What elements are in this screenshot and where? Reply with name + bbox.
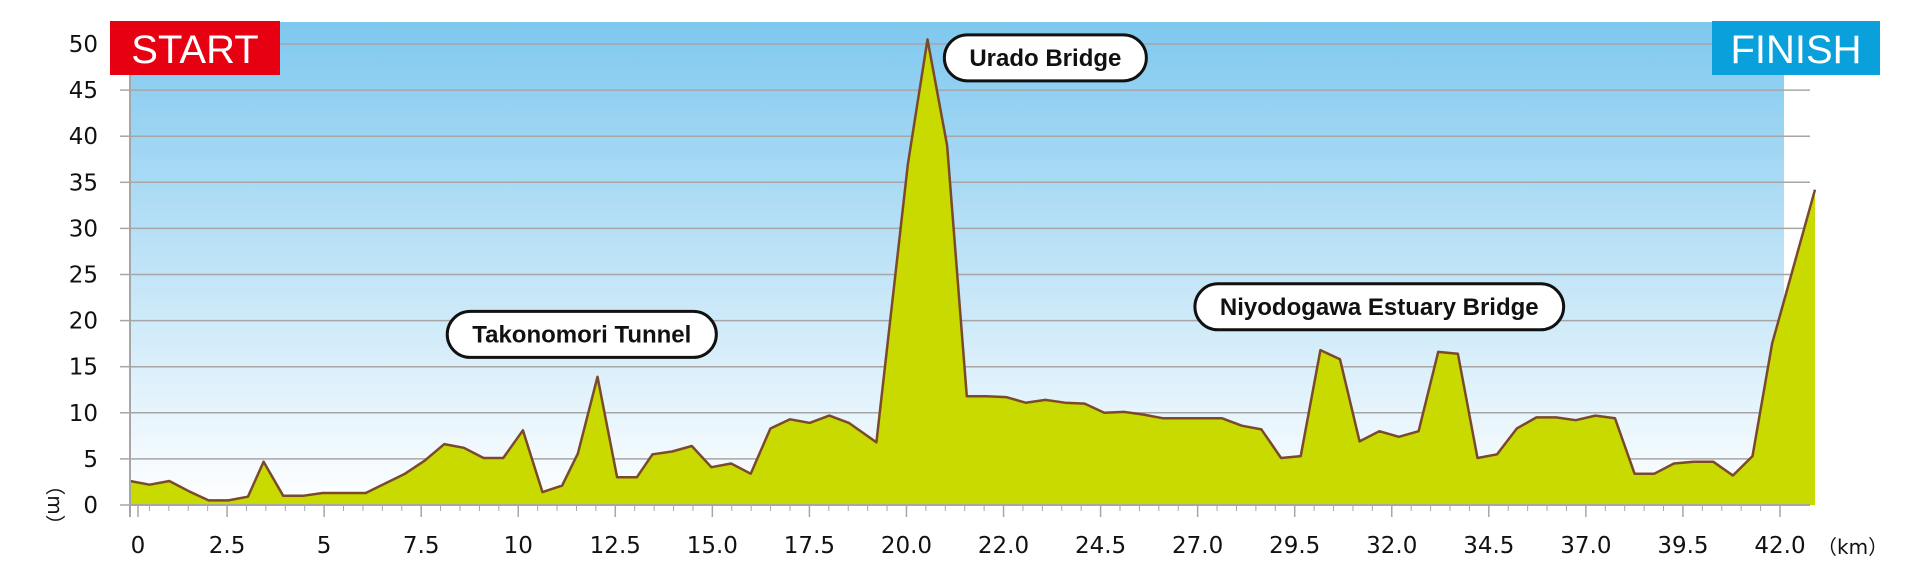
x-tick-label: 0 (131, 533, 146, 559)
x-tick-label: 32.0 (1366, 533, 1417, 559)
y-tick-label: 20 (69, 309, 98, 335)
y-tick-label: 30 (69, 216, 98, 242)
start-badge: START (110, 21, 280, 75)
x-tick-label: 24.5 (1075, 533, 1126, 559)
x-tick-label: 20.0 (881, 533, 932, 559)
x-tick-label: 29.5 (1269, 533, 1320, 559)
y-tick-label: 40 (69, 124, 98, 150)
y-unit-label: （m） (43, 475, 67, 534)
y-tick-label: 25 (69, 263, 98, 289)
x-tick-label: 2.5 (209, 533, 246, 559)
annotation-label: Niyodogawa Estuary Bridge (1220, 294, 1539, 321)
y-tick-label: 45 (69, 78, 98, 104)
x-tick-label: 34.5 (1463, 533, 1514, 559)
annotation-callout: Niyodogawa Estuary Bridge (1193, 282, 1566, 332)
annotation-label: Takonomori Tunnel (472, 321, 691, 348)
elevation-area (130, 39, 1815, 506)
annotation-callout: Urado Bridge (942, 33, 1148, 83)
x-tick-label: 15.0 (687, 533, 738, 559)
x-tick-label: 7.5 (403, 533, 440, 559)
x-tick-label: 39.5 (1657, 533, 1708, 559)
x-tick-label: 12.5 (590, 533, 641, 559)
callout-box (445, 309, 718, 359)
finish-label: FINISH (1730, 28, 1861, 72)
x-tick-label: 42.0 (1754, 533, 1805, 559)
x-tick-label: 27.0 (1172, 533, 1223, 559)
finish-badge: FINISH (1712, 21, 1880, 75)
y-tick-label: 5 (83, 447, 98, 473)
annotation-label: Urado Bridge (969, 45, 1121, 72)
annotations: Takonomori Tunnel Urado Bridge Niyodogawa … (445, 33, 1566, 359)
y-tick-label: 15 (69, 355, 98, 381)
x-tick-label: 37.0 (1560, 533, 1611, 559)
y-axis-tick-labels: 0 5 10 15 20 25 30 35 40 45 50 (69, 32, 98, 519)
annotation-callout: Takonomori Tunnel (445, 309, 718, 359)
y-tick-label: 35 (69, 170, 98, 196)
x-tick-label: 22.0 (978, 533, 1029, 559)
x-axis-tick-labels: 0 2.5 5 7.5 10 12.5 15.0 17.5 20.0 22.0 24.5 27.0 29… (131, 533, 1806, 559)
x-unit-label: （km） (1817, 535, 1888, 559)
x-tick-label: 10 (504, 533, 533, 559)
callout-box (1193, 282, 1566, 332)
callout-box (942, 33, 1148, 83)
y-tick-label: 50 (69, 32, 98, 58)
y-tick-label: 0 (83, 493, 98, 519)
y-tick-label: 10 (69, 401, 98, 427)
start-label: START (131, 28, 258, 72)
x-tick-label: 17.5 (784, 533, 835, 559)
x-tick-label: 5 (317, 533, 332, 559)
elevation-line (129, 38, 1817, 502)
